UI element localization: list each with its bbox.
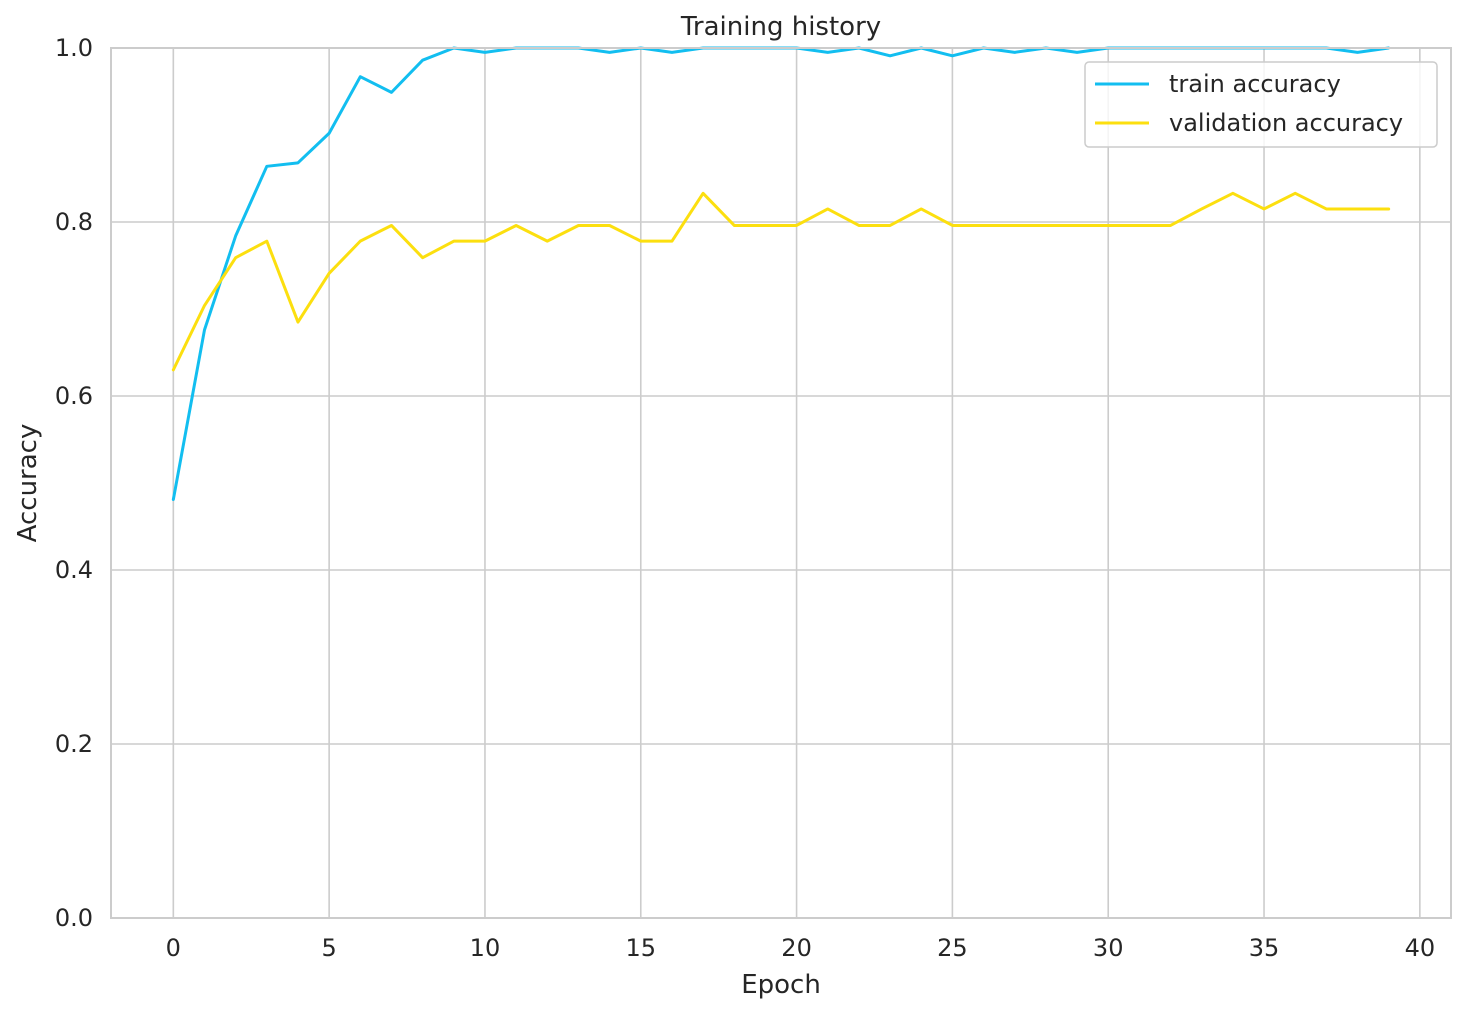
chart-title: Training history — [680, 12, 881, 42]
x-axis-title: Epoch — [741, 970, 821, 1000]
y-tick-label-5: 1.0 — [55, 34, 93, 62]
y-tick-label-1: 0.2 — [55, 730, 93, 758]
y-axis-title: Accuracy — [13, 424, 43, 543]
y-tick-label-4: 0.8 — [55, 208, 93, 236]
legend-label-validation: validation accuracy — [1169, 109, 1403, 137]
grid-layer — [111, 47, 1451, 919]
series-line-validation — [171, 191, 1391, 372]
y-tick-label-0: 0.0 — [55, 904, 93, 932]
x-tick-label-0: 0 — [166, 934, 181, 962]
x-tick-label-1: 5 — [321, 934, 336, 962]
x-tick-label-3: 15 — [625, 934, 656, 962]
y-tick-label-2: 0.4 — [55, 556, 93, 584]
legend-label-train: train accuracy — [1169, 70, 1341, 98]
x-tick-label-4: 20 — [781, 934, 812, 962]
x-tick-label-5: 25 — [937, 934, 968, 962]
x-tick-label-7: 35 — [1249, 934, 1280, 962]
tick-label-layer: 0 5 10 15 20 25 30 35 40 0.0 0.2 0.4 0.6 0.8 1.0 — [55, 34, 1435, 962]
x-tick-label-2: 10 — [470, 934, 501, 962]
x-tick-label-6: 30 — [1093, 934, 1124, 962]
y-tick-label-3: 0.6 — [55, 382, 93, 410]
legend-box — [1084, 61, 1438, 148]
x-tick-label-8: 40 — [1405, 934, 1436, 962]
legend: train accuracy validation accuracy — [1084, 61, 1438, 148]
plot-frame — [110, 47, 1452, 919]
